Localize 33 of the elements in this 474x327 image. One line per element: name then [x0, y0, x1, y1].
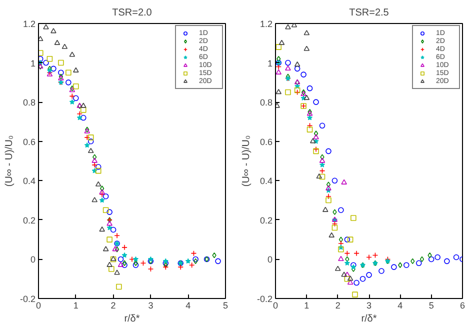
x-axis-title: r/δ*: [361, 314, 377, 324]
y-axis-title: (U∞ - U)/U₀: [4, 135, 15, 187]
y-tick-label: 0: [30, 254, 36, 265]
chart-title: TSR=2.0: [112, 8, 152, 18]
x-tick-label: 1: [73, 300, 78, 310]
y-tick-label: 0.2: [260, 215, 273, 226]
x-tick-label: 5: [222, 300, 228, 310]
y-axis-title: (U∞ - U)/U₀: [240, 135, 252, 187]
y-tick-label: 0.6: [260, 136, 273, 147]
x-tick-label: 4: [398, 300, 403, 310]
x-tick-label: 5: [428, 300, 434, 310]
y-tick-label: 1.2: [22, 19, 36, 29]
x-tick-label: 4: [186, 300, 191, 310]
x-tick-label: 2: [335, 300, 340, 310]
x-tick-label: 3: [366, 300, 372, 310]
x-tick-label: 3: [148, 300, 154, 310]
x-tick-label: 1: [304, 300, 310, 310]
y-tick-label: 0: [267, 254, 273, 265]
x-tick-label: 6: [460, 300, 466, 310]
y-tick-label: 1: [30, 58, 36, 68]
y-tick-label: 0.4: [22, 176, 36, 186]
y-tick-label: -0.2: [256, 294, 273, 304]
y-tick-label: 0.6: [22, 136, 36, 147]
y-tick-label: 0.8: [22, 98, 36, 108]
y-tick-label: 0.4: [260, 176, 273, 186]
y-tick-label: 1.2: [260, 19, 273, 29]
y-tick-label: -0.2: [20, 294, 36, 304]
y-tick-label: 0.8: [260, 98, 273, 108]
x-axis-title: r/δ*: [124, 314, 140, 324]
x-tick-label: 2: [110, 300, 116, 310]
y-tick-label: 1: [267, 58, 273, 68]
chart-title: TSR=2.5: [349, 8, 390, 18]
y-tick-label: 0.2: [22, 215, 36, 226]
